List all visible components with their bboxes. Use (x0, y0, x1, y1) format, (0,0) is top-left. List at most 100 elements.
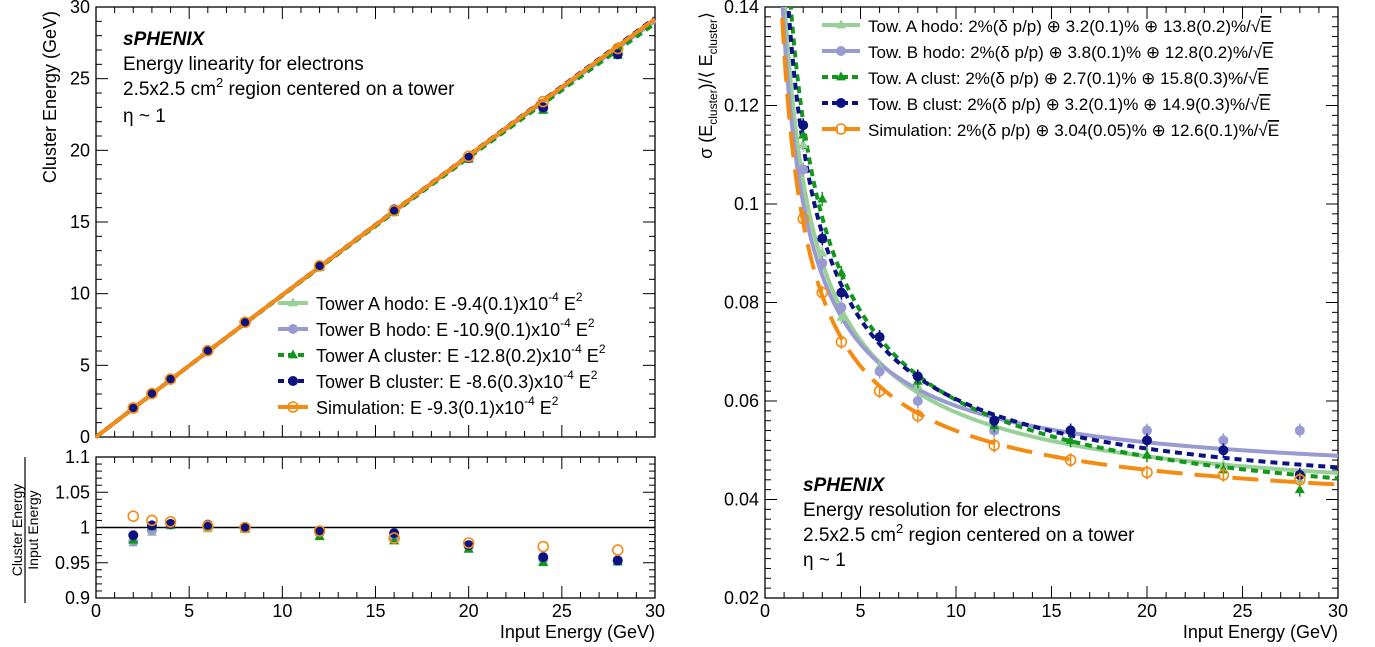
resolution-annotation-line2b: region centered on a tower (903, 525, 1135, 546)
linearity-legend-tail: E (535, 398, 552, 418)
resolution-y-tick-label: 0.06 (724, 391, 759, 411)
resolution-point-towB_hodo (912, 396, 923, 406)
linearity-legend-sup: -4 (560, 316, 571, 330)
ratio-point-towB_clust (240, 522, 251, 533)
resolution-point-towB_clust (1065, 425, 1076, 436)
resolution-x-tick-label: 5 (855, 601, 865, 621)
ratio-point-sim (388, 532, 400, 544)
ratio-point-sim (537, 540, 550, 553)
resolution-x-axis-label: Input Energy (GeV) (1183, 622, 1338, 642)
resolution-legend-sqrt-sign: √ (1251, 17, 1261, 36)
resolution-x-tick-label: 30 (1328, 601, 1348, 621)
ratio-point-sim (146, 514, 158, 527)
ratio-point-sim (164, 516, 177, 528)
linearity-legend-label-towB_clust: Tower B cluster: E -8.6(0.3)x10-4 E2 (316, 368, 598, 392)
linearity-legend-sup2: 2 (599, 342, 606, 356)
resolution-point-towB_clust (836, 287, 847, 298)
resolution-point-sim (1217, 469, 1230, 481)
resolution-point-towB_clust (989, 415, 1000, 426)
linearity-point-sim (462, 150, 475, 163)
resolution-y-axis-label: σ (Ecluster)/⟨ Ecluster⟩ (696, 12, 720, 159)
linearity-annotation-sup: 2 (216, 75, 223, 90)
linearity-y-tick-label: 20 (70, 140, 90, 160)
linearity-point-sim (537, 95, 550, 108)
linearity-legend-sup2: 2 (576, 290, 583, 304)
linearity-legend-tail: E (582, 346, 599, 366)
linearity-legend-label-towB_hodo: Tower B hodo: E -10.9(0.1)x10-4 E2 (316, 316, 595, 340)
linearity-point-sim (127, 402, 140, 414)
linearity-point-sim (164, 373, 177, 385)
resolution-y-tick-label: 0.02 (724, 588, 759, 608)
resolution-point-sim (911, 409, 924, 422)
resolution-y-label-sub1: cluster (706, 89, 720, 124)
linearity-legend-tail: E (571, 320, 588, 340)
linearity-point-sim (313, 260, 326, 272)
resolution-annotation-line1: Energy resolution for electrons (803, 500, 1061, 521)
resolution-fit-towB_clust (786, 7, 1338, 470)
resolution-point-sim (1064, 454, 1077, 466)
resolution-point-towA_clust (817, 193, 828, 203)
ratio-y-tick-label: 1 (80, 518, 90, 538)
resolution-fit-towA_clust (788, 7, 1338, 481)
linearity-legend-label-sim: Simulation: E -9.3(0.1)x10-4 E2 (316, 394, 559, 418)
resolution-annotation-line2: 2.5x2.5 cm2 region centered on a tower (803, 521, 1135, 546)
resolution-legend-sqrt-sign: √ (1258, 121, 1268, 140)
ratio-y-axis-label: Cluster Energy Input Energy (9, 457, 41, 603)
linearity-annotation-line1: Energy linearity for electrons (123, 54, 364, 75)
resolution-y-tick-label: 0.14 (724, 0, 759, 17)
resolution-point-towA_clust (798, 129, 809, 139)
ratio-x-tick-label: 10 (272, 601, 292, 621)
linearity-point-towB_clust (165, 374, 176, 385)
resolution-x-tick-label: 20 (1137, 601, 1157, 621)
linearity-legend-marker-sim (287, 401, 299, 413)
resolution-fit-sim (779, 7, 1338, 487)
linearity-point-sim (239, 316, 251, 329)
linearity-y-tick-label: 15 (70, 212, 90, 232)
linearity-y-tick-label: 10 (70, 284, 90, 304)
linearity-legend-sup2: 2 (588, 316, 595, 330)
ratio-point-towB_clust (612, 555, 623, 566)
resolution-legend-marker-sim (835, 123, 847, 135)
resolution-point-towB_clust (1218, 445, 1229, 456)
linearity-legend-sup: -4 (571, 342, 582, 356)
resolution-x-tick-label: 10 (946, 601, 966, 621)
resolution-annotation-sup: 2 (896, 521, 903, 536)
resolution-y-tick-label: 0.1 (734, 194, 759, 214)
ratio-x-tick-label: 30 (645, 601, 665, 621)
linearity-legend-label-towA_clust: Tower A cluster: E -12.8(0.2)x10-4 E2 (316, 342, 606, 366)
resolution-legend-label-towB_hodo: Tow. B hodo: 2%(δ p/p) ⊕ 3.8(0.1)% ⊕ 12.… (868, 43, 1273, 62)
resolution-point-towA_hodo (817, 247, 828, 257)
resolution-point-towB_hodo (1218, 435, 1229, 446)
ratio-point-sim (239, 521, 251, 534)
resolution-point-towB_clust (912, 371, 923, 382)
resolution-point-towB_clust (817, 233, 828, 244)
linearity-point-towB_clust (240, 317, 251, 328)
linearity-legend-marker-towA_hodo (288, 297, 298, 307)
resolution-point-towB_hodo (798, 164, 809, 175)
ratio-y-tick-label: 0.9 (65, 588, 90, 608)
linearity-legend-sup: -4 (548, 290, 559, 304)
resolution-legend-marker-towB_hodo (836, 46, 846, 56)
linearity-legend-sup2: 2 (591, 368, 598, 382)
resolution-point-towA_clust (1065, 434, 1076, 444)
ratio-y-tick-label: 1.05 (55, 482, 90, 502)
ratio-y-tick-label: 1.1 (65, 447, 90, 467)
ratio-point-sim (202, 520, 214, 532)
ratio-x-tick-label: 5 (184, 601, 194, 621)
resolution-y-tick-label: 0.04 (724, 490, 759, 510)
linearity-point-towB_clust (314, 261, 325, 272)
ratio-point-sim (313, 525, 326, 537)
ratio-y-label-denominator: Input Energy (25, 490, 41, 569)
linearity-legend-sup2: 2 (552, 394, 559, 408)
ratio-x-tick-label: 20 (459, 601, 479, 621)
linearity-annotation-line3: η ~ 1 (123, 106, 166, 127)
linearity-point-sim (202, 344, 214, 357)
resolution-legend-marker-towB_clust (836, 98, 846, 108)
resolution-x-tick-label: 0 (760, 601, 770, 621)
resolution-point-sim (797, 212, 810, 225)
linearity-annotation-line2b: region centered on a tower (223, 79, 455, 100)
resolution-legend-sqrt-sign: √ (1253, 43, 1263, 62)
resolution-legend-marker-towA_hodo (836, 19, 846, 29)
ratio-y-tick-label: 0.95 (55, 553, 90, 573)
